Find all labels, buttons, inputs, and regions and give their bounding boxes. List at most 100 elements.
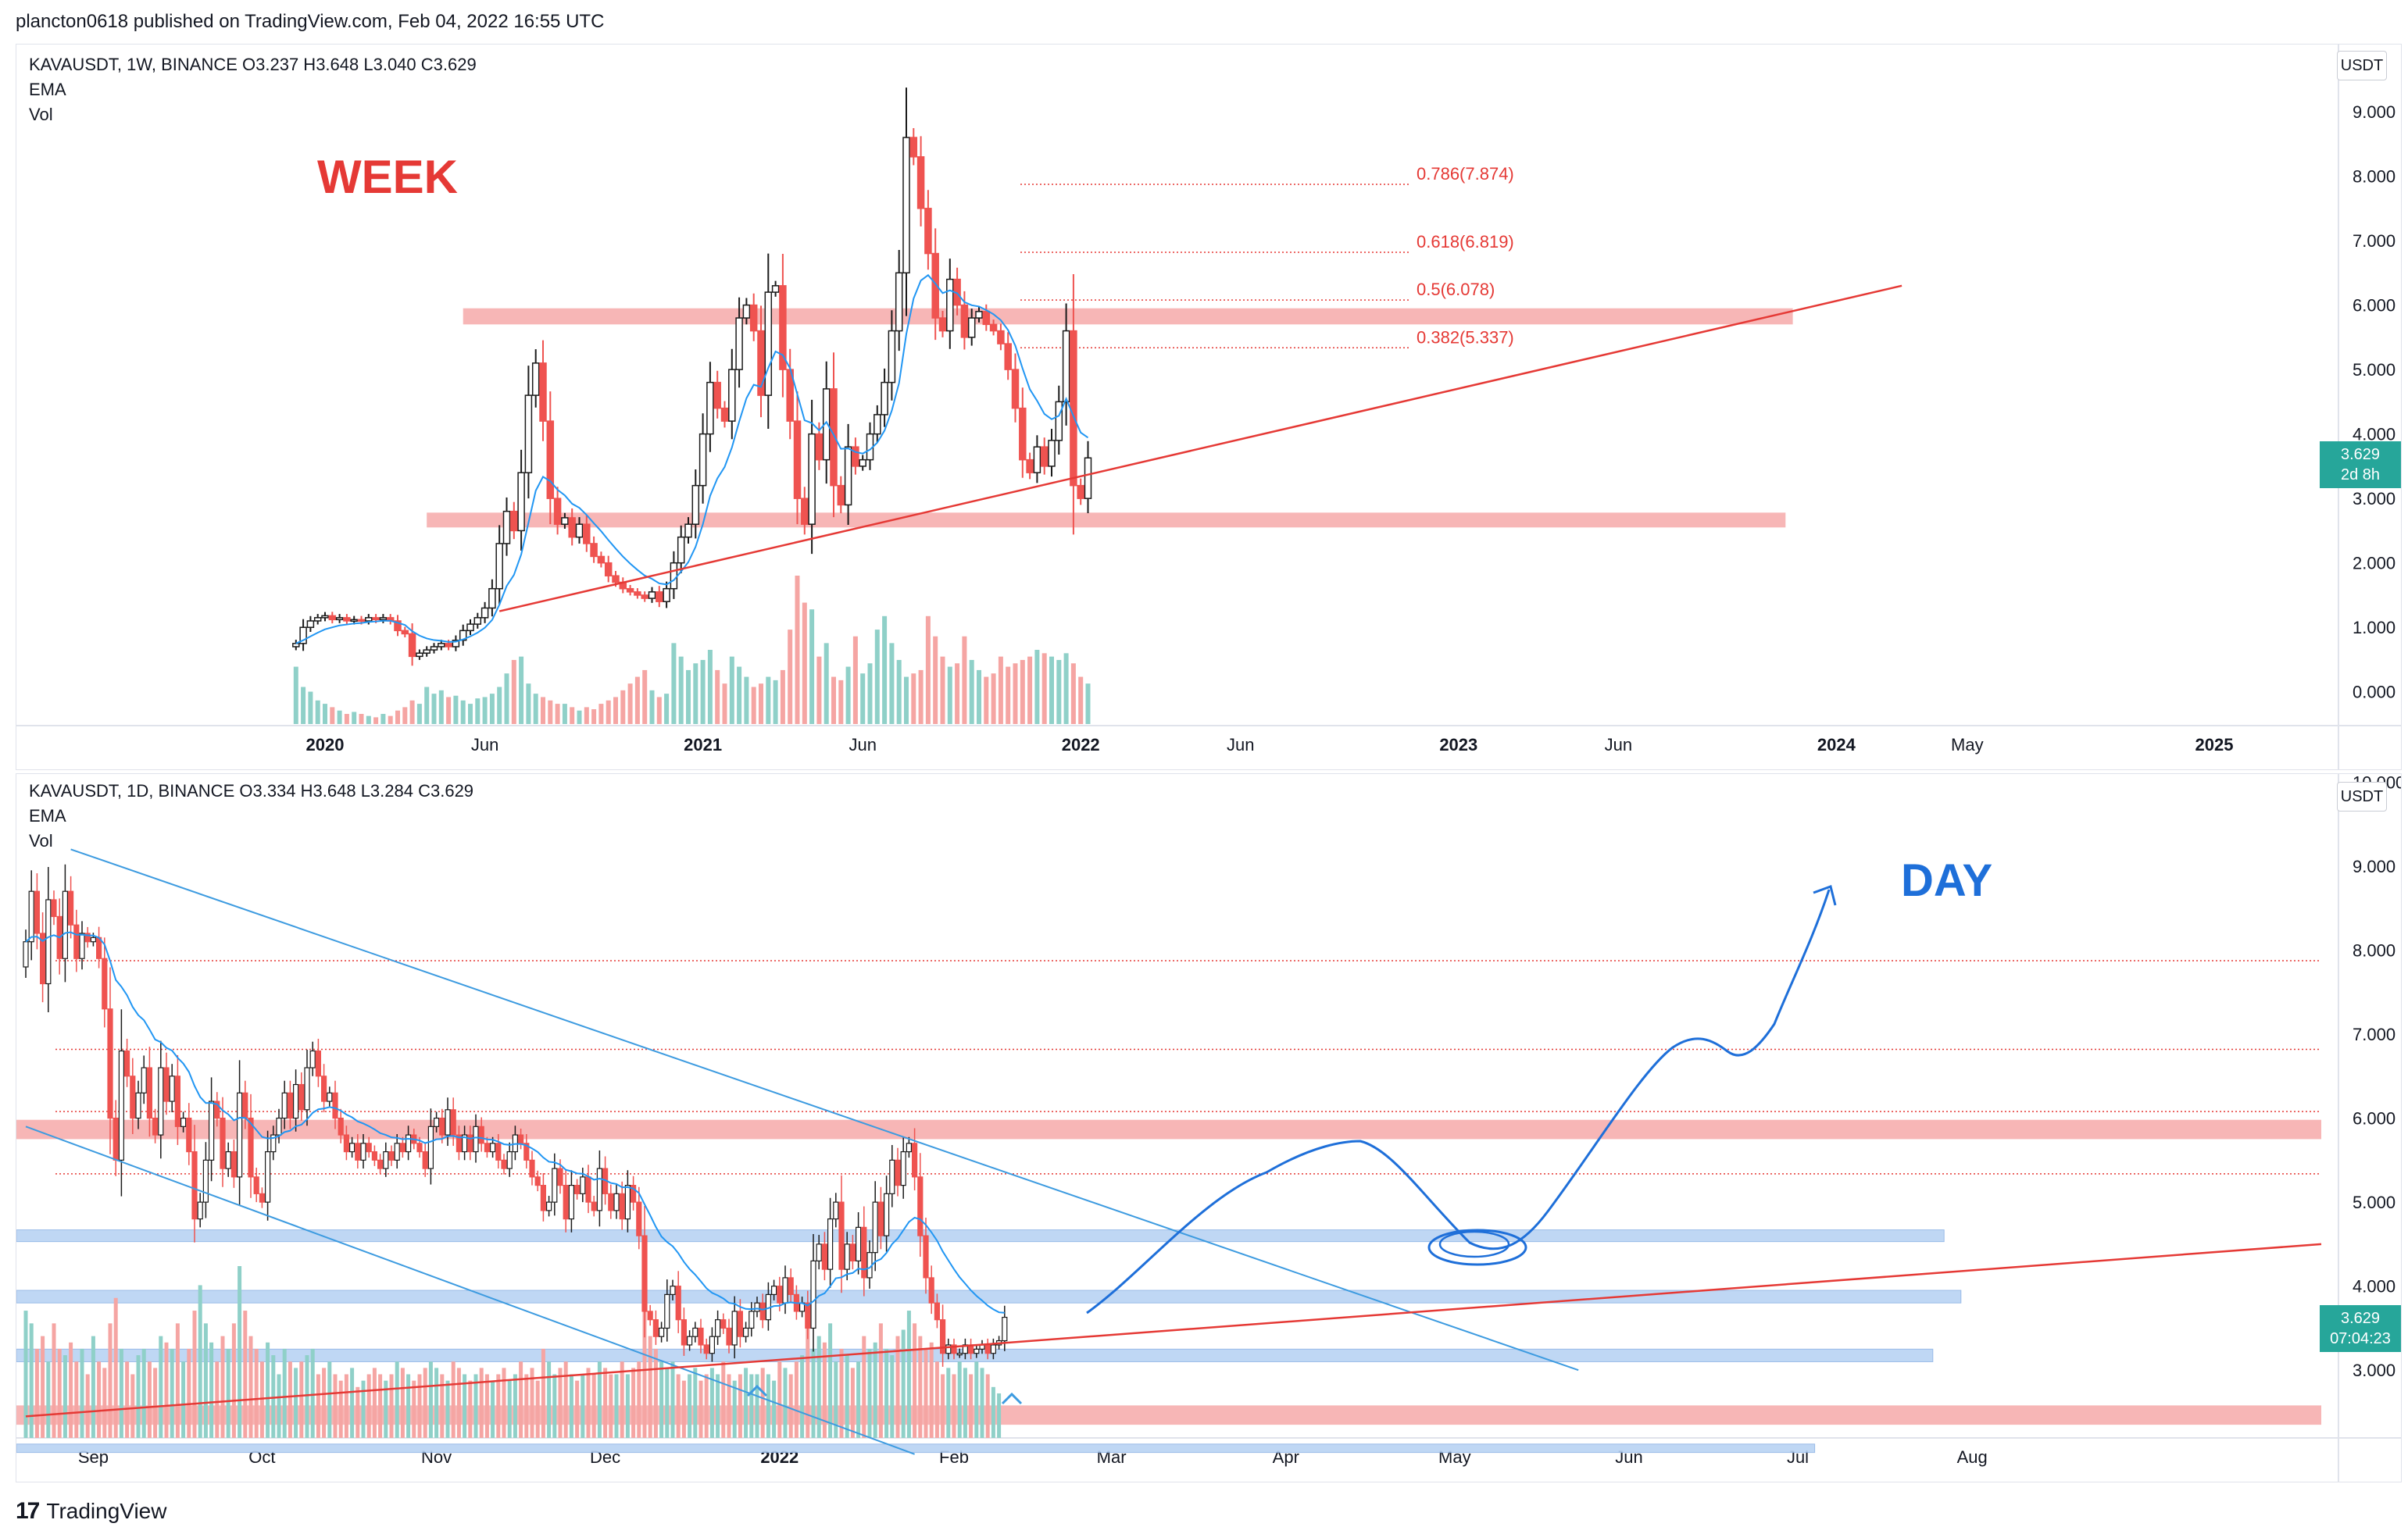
weekly-x-tick: 2023: [1439, 735, 1477, 755]
weekly-candle-body: [749, 304, 758, 332]
daily-volume-bar: [226, 1348, 230, 1438]
daily-currency-badge[interactable]: USDT: [2337, 782, 2387, 812]
weekly-candle-body: [481, 607, 489, 619]
daily-candle-body: [304, 1067, 310, 1111]
weekly-vol-label[interactable]: Vol: [29, 105, 53, 124]
weekly-volume-bar: [962, 636, 967, 724]
daily-candle-body: [51, 899, 57, 918]
daily-volume-bar: [828, 1323, 833, 1438]
weekly-volume-bar: [591, 709, 597, 724]
daily-volume-bar: [209, 1342, 214, 1438]
weekly-candle-body: [771, 285, 780, 293]
daily-volume-bar: [519, 1361, 523, 1438]
weekly-candle-body: [997, 330, 1005, 344]
daily-candle-body: [79, 933, 85, 959]
daily-candle-body: [371, 1150, 377, 1161]
daily-ema-line: [25, 931, 1005, 1314]
weekly-volume-bar: [504, 673, 509, 724]
weekly-currency-badge[interactable]: USDT: [2337, 51, 2387, 80]
daily-y-tick: 8.000: [2353, 940, 2395, 960]
weekly-volume-bar: [555, 704, 560, 724]
weekly-volume-bar: [424, 687, 430, 724]
weekly-ema-label[interactable]: EMA: [29, 80, 66, 99]
daily-chart-canvas[interactable]: 10.0009.0008.0007.0006.0005.0004.0003.00…: [16, 774, 2401, 1482]
daily-volume-bar: [310, 1348, 315, 1438]
weekly-volume-bar: [664, 694, 670, 724]
daily-volume-bar: [941, 1374, 945, 1438]
weekly-volume-bar: [402, 707, 408, 724]
weekly-volume-bar: [541, 697, 545, 724]
weekly-candle-body: [445, 643, 452, 647]
daily-candle-body: [169, 1076, 175, 1102]
daily-candle-body: [895, 1159, 901, 1186]
daily-up-marker: [1001, 1392, 1023, 1405]
weekly-volume-bar: [1085, 683, 1091, 724]
weekly-chart-canvas[interactable]: 9.000 8.000 7.000 6.000 5.000 4.000 3.000 2.000…: [16, 45, 2401, 769]
weekly-chart-panel[interactable]: 9.000 8.000 7.000 6.000 5.000 4.000 3.000 2.000…: [16, 44, 2402, 770]
weekly-volume-bar: [598, 704, 604, 724]
daily-volume-bar: [80, 1348, 84, 1438]
daily-candle-body: [270, 1134, 277, 1153]
daily-candle-body: [338, 1117, 344, 1136]
weekly-volume-bar: [562, 704, 567, 724]
daily-volume-bar: [631, 1368, 636, 1438]
daily-volume-bar: [203, 1323, 208, 1438]
daily-vol-label[interactable]: Vol: [29, 831, 53, 851]
tradingview-logo[interactable]: 17 TradingView: [16, 1498, 166, 1525]
daily-volume-bar: [575, 1380, 580, 1438]
daily-volume-bar: [350, 1368, 355, 1438]
weekly-volume-bar: [511, 659, 516, 724]
weekly-volume-bar: [766, 676, 771, 724]
daily-volume-bar: [366, 1374, 371, 1438]
daily-volume-bar: [259, 1361, 264, 1438]
daily-candle-body: [861, 1226, 867, 1279]
daily-volume-bar: [130, 1374, 135, 1438]
weekly-volume-bar: [852, 636, 858, 724]
daily-volume-bar: [294, 1368, 298, 1438]
daily-volume-bar: [491, 1380, 495, 1438]
weekly-volume-bar: [867, 663, 873, 724]
weekly-candle-body: [982, 311, 991, 326]
weekly-candle-body: [691, 484, 700, 525]
daily-candle-body: [821, 1243, 828, 1270]
weekly-candle-body: [641, 594, 648, 599]
daily-volume-bar: [620, 1361, 624, 1438]
daily-candle-body: [298, 1083, 305, 1111]
daily-volume-bar: [997, 1393, 1002, 1438]
daily-volume-bar: [642, 1311, 647, 1438]
daily-candle-body: [664, 1293, 670, 1329]
daily-volume-bar: [428, 1361, 433, 1438]
weekly-candle-body: [895, 272, 903, 332]
daily-volume-bar: [423, 1368, 427, 1438]
daily-ema-label[interactable]: EMA: [29, 806, 66, 826]
weekly-volume-bar: [409, 700, 415, 724]
weekly-volume-bar: [1078, 676, 1084, 724]
daily-chart-panel[interactable]: 10.0009.0008.0007.0006.0005.0004.0003.00…: [16, 773, 2402, 1482]
daily-candle-body: [174, 1076, 180, 1127]
daily-candle-body: [28, 890, 34, 943]
weekly-volume-bar: [438, 690, 444, 724]
daily-volume-bar: [395, 1361, 399, 1438]
weekly-candle-body: [335, 617, 344, 621]
daily-candle-body: [591, 1201, 597, 1211]
daily-volume-bar: [23, 1311, 28, 1438]
daily-candle-body: [951, 1344, 957, 1354]
daily-candle-body: [754, 1302, 760, 1312]
weekly-volume-bar: [940, 656, 945, 724]
daily-candle-body: [62, 890, 69, 959]
daily-x-tick: Aug: [1957, 1447, 1988, 1467]
weekly-candle-body: [531, 362, 540, 396]
daily-volume-bar: [507, 1380, 512, 1438]
weekly-volume-bar: [759, 683, 763, 724]
daily-candle-body: [641, 1235, 648, 1312]
weekly-candle-body: [888, 330, 896, 384]
daily-volume-bar: [456, 1368, 461, 1438]
daily-candle-body: [40, 933, 46, 985]
daily-volume-bar: [198, 1285, 202, 1438]
daily-candle-body: [473, 1126, 479, 1153]
daily-candle-body: [748, 1311, 755, 1329]
weekly-candle-body: [698, 433, 707, 487]
weekly-candle-body: [946, 278, 954, 332]
weekly-volume-bar: [526, 683, 531, 724]
weekly-candle-body: [830, 388, 838, 487]
